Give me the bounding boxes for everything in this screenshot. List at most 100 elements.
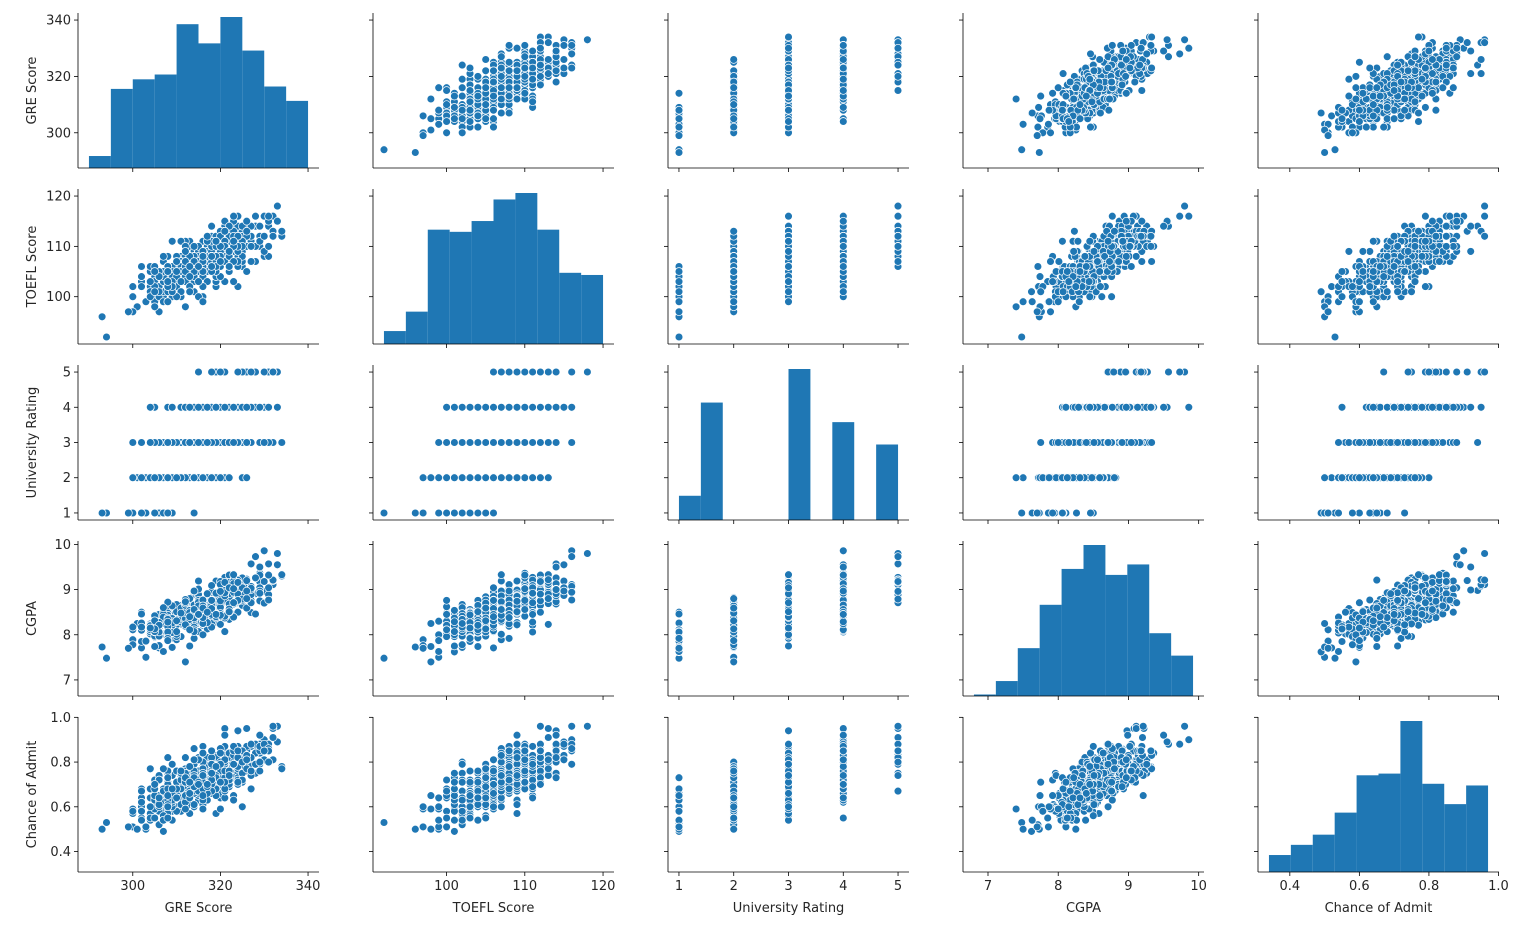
scatter-point bbox=[1035, 114, 1045, 123]
y-tick-label: 110 bbox=[46, 240, 71, 255]
scatter-point bbox=[1085, 74, 1095, 84]
scatter-point bbox=[520, 52, 530, 61]
scatter-point bbox=[504, 41, 514, 50]
scatter-point bbox=[268, 232, 278, 241]
scatter-point bbox=[674, 277, 684, 286]
scatter-point bbox=[1082, 91, 1091, 101]
scatter-point bbox=[1351, 94, 1361, 104]
scatter-point bbox=[1084, 277, 1094, 286]
scatter-point bbox=[1355, 277, 1364, 286]
scatter-point bbox=[1344, 247, 1354, 256]
scatter-point bbox=[567, 63, 576, 73]
scatter-point bbox=[481, 114, 490, 123]
scatter-point bbox=[277, 438, 287, 447]
scatter-point bbox=[1337, 292, 1347, 301]
scatter-point bbox=[729, 83, 738, 92]
scatter-point bbox=[1032, 131, 1042, 140]
scatter-point bbox=[150, 287, 159, 296]
scatter-point bbox=[442, 473, 451, 482]
scatter-point bbox=[497, 63, 506, 73]
scatter-point bbox=[559, 63, 569, 73]
panel-toefl-score-vs-chance-of-admit bbox=[1254, 189, 1499, 348]
scatter-point bbox=[450, 91, 459, 101]
scatter-point bbox=[520, 473, 530, 482]
scatter-point bbox=[1095, 55, 1104, 64]
scatter-point bbox=[893, 211, 903, 221]
scatter-point bbox=[229, 237, 238, 246]
panel-toefl-score-vs-toefl-score bbox=[369, 189, 614, 348]
scatter-point bbox=[465, 403, 475, 412]
scatter-point bbox=[1058, 237, 1067, 246]
panel-gre-score-vs-university-rating bbox=[664, 13, 909, 172]
scatter-point bbox=[207, 473, 216, 482]
scatter-point bbox=[536, 43, 545, 53]
scatter-point bbox=[528, 367, 537, 377]
scatter-point bbox=[1108, 41, 1117, 50]
scatter-point bbox=[729, 267, 738, 276]
scatter-point bbox=[1044, 120, 1053, 129]
scatter-point bbox=[167, 403, 177, 412]
scatter-point bbox=[1369, 122, 1378, 132]
scatter-point bbox=[1421, 103, 1430, 112]
scatter-point bbox=[1393, 242, 1402, 251]
scatter-point bbox=[1044, 105, 1054, 115]
scatter-point bbox=[172, 473, 181, 482]
scatter-point bbox=[1382, 103, 1392, 112]
scatter-point bbox=[729, 114, 738, 123]
scatter-point bbox=[1175, 49, 1184, 59]
scatter-point bbox=[242, 473, 251, 482]
scatter-point bbox=[1466, 69, 1475, 78]
y-tick-label: 300 bbox=[46, 126, 71, 141]
scatter-point bbox=[1393, 277, 1402, 286]
scatter-point bbox=[1175, 211, 1184, 221]
scatter-point bbox=[1351, 83, 1361, 92]
scatter-point bbox=[559, 41, 569, 50]
scatter-point bbox=[1330, 332, 1340, 342]
scatter-point bbox=[1136, 43, 1146, 53]
scatter-point bbox=[893, 232, 903, 241]
scatter-point bbox=[137, 262, 146, 271]
scatter-point bbox=[229, 277, 238, 286]
scatter-point bbox=[784, 63, 793, 73]
scatter-point bbox=[544, 55, 553, 64]
scatter-point bbox=[1369, 267, 1378, 276]
scatter-point bbox=[1103, 63, 1113, 73]
scatter-point bbox=[128, 292, 138, 301]
scatter-point bbox=[839, 262, 848, 271]
scatter-point bbox=[1046, 128, 1055, 138]
scatter-point bbox=[229, 403, 238, 412]
scatter-point bbox=[1442, 232, 1451, 241]
scatter-point bbox=[1180, 35, 1189, 45]
scatter-point bbox=[465, 117, 475, 126]
scatter-point bbox=[1396, 77, 1406, 87]
scatter-point bbox=[1348, 128, 1357, 138]
scatter-point bbox=[1027, 297, 1037, 306]
scatter-point bbox=[528, 46, 537, 56]
scatter-point bbox=[1480, 232, 1489, 241]
scatter-point bbox=[189, 242, 199, 251]
scatter-point bbox=[1011, 302, 1021, 312]
scatter-point bbox=[1018, 120, 1028, 129]
scatter-point bbox=[102, 332, 111, 342]
scatter-point bbox=[520, 63, 530, 73]
scatter-point bbox=[224, 262, 234, 271]
scatter-point bbox=[1476, 69, 1486, 78]
scatter-point bbox=[893, 242, 903, 251]
scatter-point bbox=[1382, 252, 1392, 261]
scatter-point bbox=[839, 287, 848, 296]
panel-toefl-score-vs-cgpa bbox=[959, 189, 1204, 348]
scatter-point bbox=[1428, 89, 1437, 98]
scatter-point bbox=[167, 237, 177, 246]
scatter-point bbox=[1421, 63, 1430, 73]
scatter-point bbox=[242, 216, 251, 226]
scatter-point bbox=[1137, 86, 1147, 95]
scatter-point bbox=[544, 38, 553, 47]
hist-bar bbox=[559, 272, 582, 344]
scatter-point bbox=[1362, 122, 1371, 132]
scatter-point bbox=[1073, 237, 1083, 246]
hist-bar bbox=[405, 311, 428, 344]
scatter-point bbox=[1431, 232, 1441, 241]
scatter-point bbox=[567, 49, 576, 59]
scatter-point bbox=[1085, 237, 1095, 246]
scatter-point bbox=[489, 114, 498, 123]
